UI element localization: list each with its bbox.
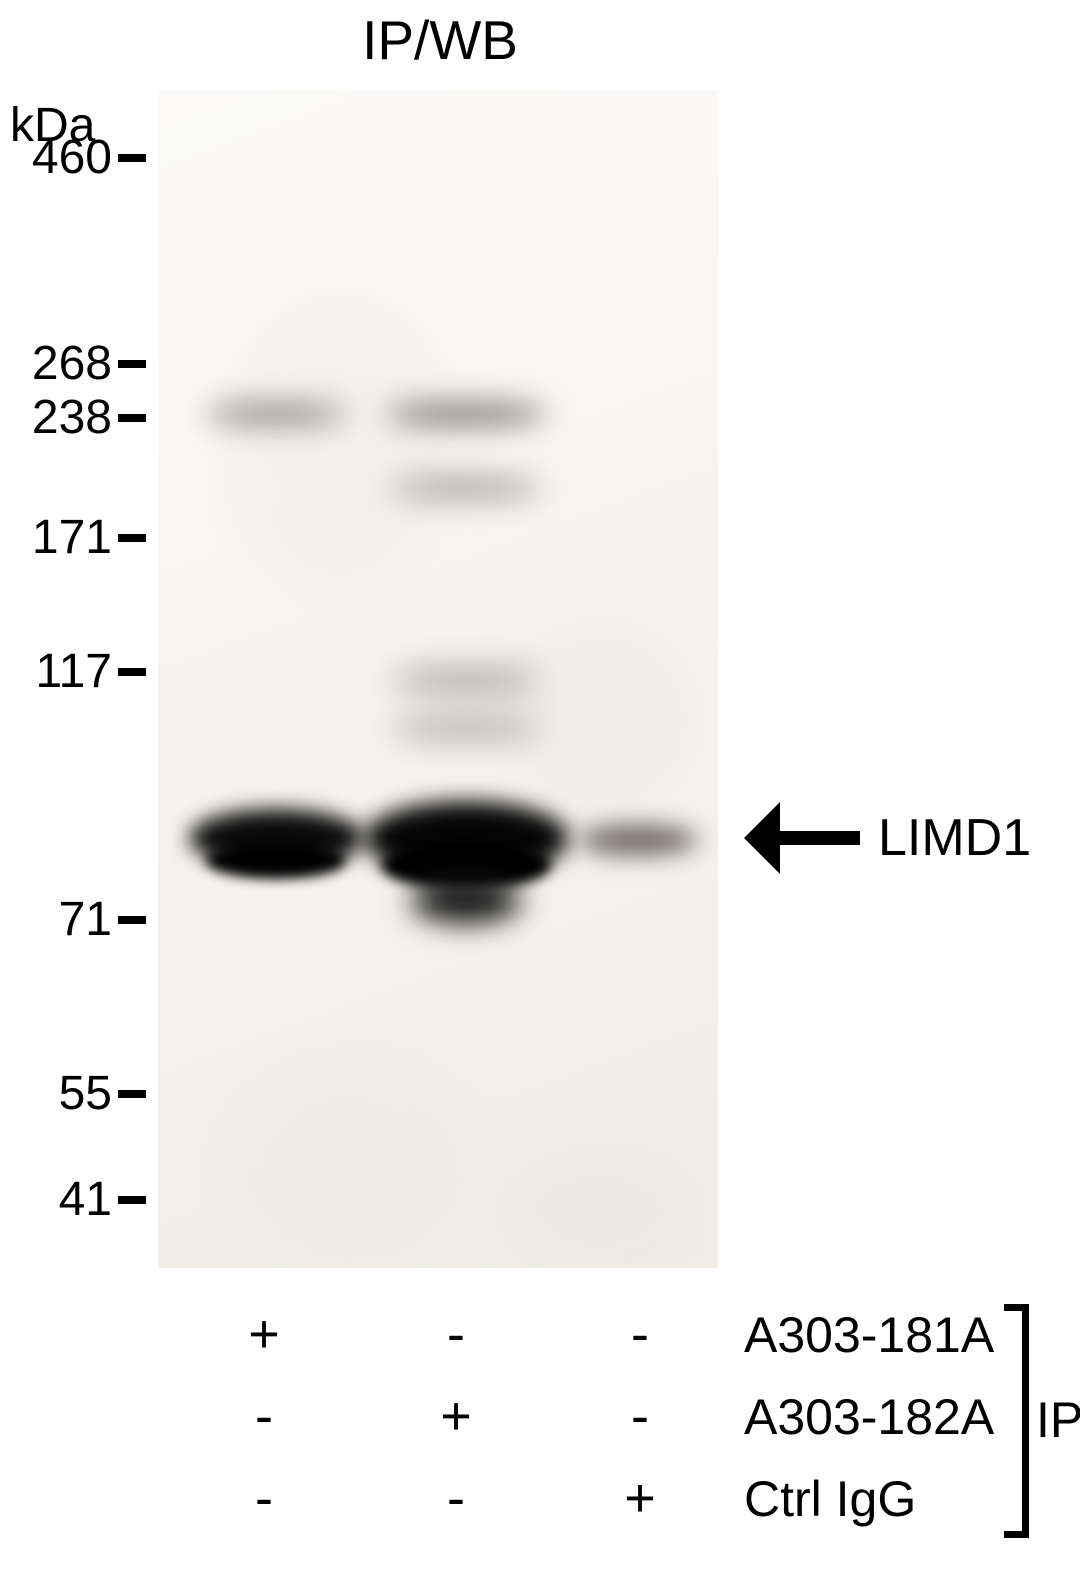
blot-band bbox=[411, 878, 521, 923]
ip-cell: + bbox=[224, 1303, 304, 1365]
blot-noise bbox=[228, 290, 448, 590]
blot-noise bbox=[488, 1130, 708, 1268]
ip-cell: - bbox=[600, 1303, 680, 1365]
blot-band bbox=[391, 477, 541, 499]
blot-noise bbox=[498, 610, 698, 810]
marker-tick bbox=[118, 668, 146, 676]
marker-label: 460 bbox=[0, 130, 112, 185]
blot-band bbox=[391, 668, 541, 692]
ip-cell: - bbox=[224, 1467, 304, 1529]
marker-tick bbox=[118, 154, 146, 162]
figure-title: IP/WB bbox=[240, 8, 640, 72]
ip-cell: - bbox=[224, 1385, 304, 1447]
arrow-shaft bbox=[780, 831, 860, 845]
blot-noise bbox=[218, 1050, 478, 1268]
marker-label: 171 bbox=[0, 510, 112, 565]
blot-band bbox=[206, 842, 346, 878]
ip-cell: - bbox=[416, 1467, 496, 1529]
ip-bracket-tick bbox=[1004, 1531, 1022, 1538]
blot-band bbox=[391, 717, 541, 739]
marker-tick bbox=[118, 360, 146, 368]
marker-tick bbox=[118, 414, 146, 422]
ip-row-label: Ctrl IgG bbox=[744, 1470, 916, 1528]
marker-label: 268 bbox=[0, 336, 112, 391]
marker-tick bbox=[118, 1196, 146, 1204]
marker-label: 71 bbox=[0, 892, 112, 947]
arrow-head-icon bbox=[744, 802, 780, 874]
ip-cell: + bbox=[416, 1385, 496, 1447]
ip-bracket-tick bbox=[1004, 1304, 1022, 1311]
marker-label: 238 bbox=[0, 390, 112, 445]
target-label: LIMD1 bbox=[878, 808, 1031, 868]
ip-cell: - bbox=[600, 1385, 680, 1447]
blot-band bbox=[386, 401, 546, 427]
ip-row-label: A303-181A bbox=[744, 1306, 994, 1364]
ip-row-label: A303-182A bbox=[744, 1388, 994, 1446]
blot-band bbox=[578, 825, 698, 855]
marker-label: 117 bbox=[0, 644, 112, 699]
ip-bracket-line bbox=[1022, 1304, 1029, 1538]
figure-container: IP/WB kDa 460268238171117715541 LIMD1 +-… bbox=[0, 0, 1080, 1582]
blot-inner bbox=[158, 90, 718, 1268]
marker-tick bbox=[118, 534, 146, 542]
marker-label: 41 bbox=[0, 1172, 112, 1227]
blot-band bbox=[206, 402, 346, 426]
ip-bracket-label: IP bbox=[1036, 1391, 1080, 1449]
ip-cell: + bbox=[600, 1467, 680, 1529]
marker-tick bbox=[118, 1090, 146, 1098]
blot-membrane bbox=[158, 90, 718, 1268]
marker-tick bbox=[118, 916, 146, 924]
ip-cell: - bbox=[416, 1303, 496, 1365]
marker-label: 55 bbox=[0, 1066, 112, 1121]
